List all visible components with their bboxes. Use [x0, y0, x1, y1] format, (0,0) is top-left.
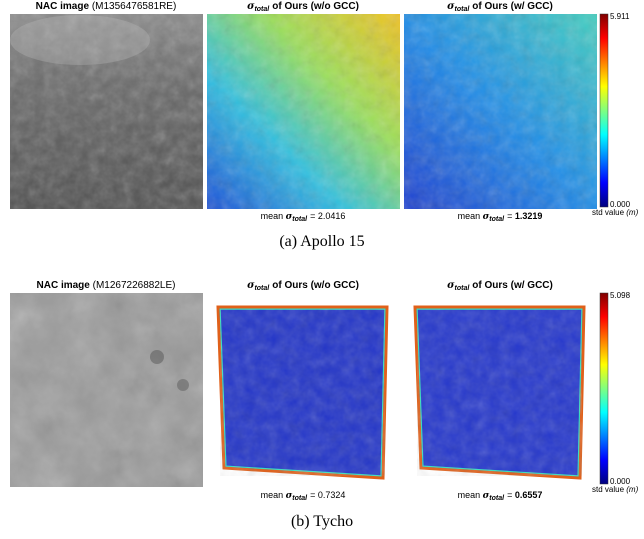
- colorbar-label: std value (m): [592, 208, 639, 217]
- subscript: total: [292, 216, 308, 223]
- subscript: total: [254, 285, 270, 292]
- colorbar-max: 5.098: [610, 291, 631, 300]
- mean-value: 0.6557: [515, 490, 543, 500]
- mean: mean σtotal= 0.7324: [261, 490, 346, 502]
- unit: (m): [626, 208, 638, 217]
- nac-id: (M1356476581RE): [92, 1, 177, 12]
- mean-prefix: mean: [458, 490, 481, 500]
- subscript: total: [489, 495, 505, 502]
- subscript: total: [254, 6, 270, 13]
- mean-value: 2.0416: [318, 211, 346, 221]
- label-text: std value: [592, 208, 625, 217]
- nac-image: [10, 293, 203, 487]
- title-text: of Ours (w/ GCC): [472, 1, 553, 12]
- subscript: total: [292, 495, 308, 502]
- mean-prefix: mean: [458, 211, 481, 221]
- std-map: [218, 307, 387, 478]
- subscript: total: [455, 285, 471, 292]
- equals: =: [507, 490, 512, 500]
- colorbar-max: 5.911: [610, 12, 630, 21]
- equals: =: [310, 490, 315, 500]
- mean: mean σtotal= 0.6557: [458, 490, 543, 502]
- mean-value: 0.7324: [318, 490, 346, 500]
- nac-title: NAC image (M1356476581RE): [36, 1, 177, 12]
- equals: =: [310, 211, 315, 221]
- nac-image: [10, 14, 203, 209]
- mean-value: 1.3219: [515, 211, 543, 221]
- mean: mean σtotal= 1.3219: [458, 211, 543, 223]
- subscript: total: [489, 216, 505, 223]
- nac-title: NAC image (M1267226882LE): [37, 280, 176, 291]
- mean-prefix: mean: [261, 490, 284, 500]
- nac-id: (M1267226882LE): [93, 280, 176, 291]
- std-map: [404, 14, 597, 209]
- nac-label: NAC image: [36, 1, 90, 12]
- caption: (a) Apollo 15: [279, 233, 364, 250]
- caption: (b) Tycho: [291, 513, 353, 530]
- label-text: std value: [592, 485, 625, 494]
- std-map: [207, 14, 400, 209]
- colorbar-label: std value (m): [592, 485, 639, 494]
- equals: =: [507, 211, 512, 221]
- subscript: total: [455, 6, 471, 13]
- body: {"panels": [ {"nac_title": {"label": "NA…: [0, 0, 644, 539]
- figure: NAC image (M1356476581RE) σtotalof Ours …: [0, 0, 644, 539]
- mean-prefix: mean: [261, 211, 284, 221]
- colorbar: [600, 14, 608, 207]
- title-text: of Ours (w/o GCC): [272, 1, 359, 12]
- colorbar: [600, 293, 608, 484]
- title-text: of Ours (w/ GCC): [472, 280, 553, 291]
- mean: mean σtotal= 2.0416: [261, 211, 346, 223]
- unit: (m): [626, 485, 638, 494]
- title-text: of Ours (w/o GCC): [272, 280, 359, 291]
- std-map: [415, 307, 584, 478]
- nac-label: NAC image: [37, 280, 91, 291]
- page: body { margin: 0; background: #fff; widt…: [0, 0, 644, 539]
